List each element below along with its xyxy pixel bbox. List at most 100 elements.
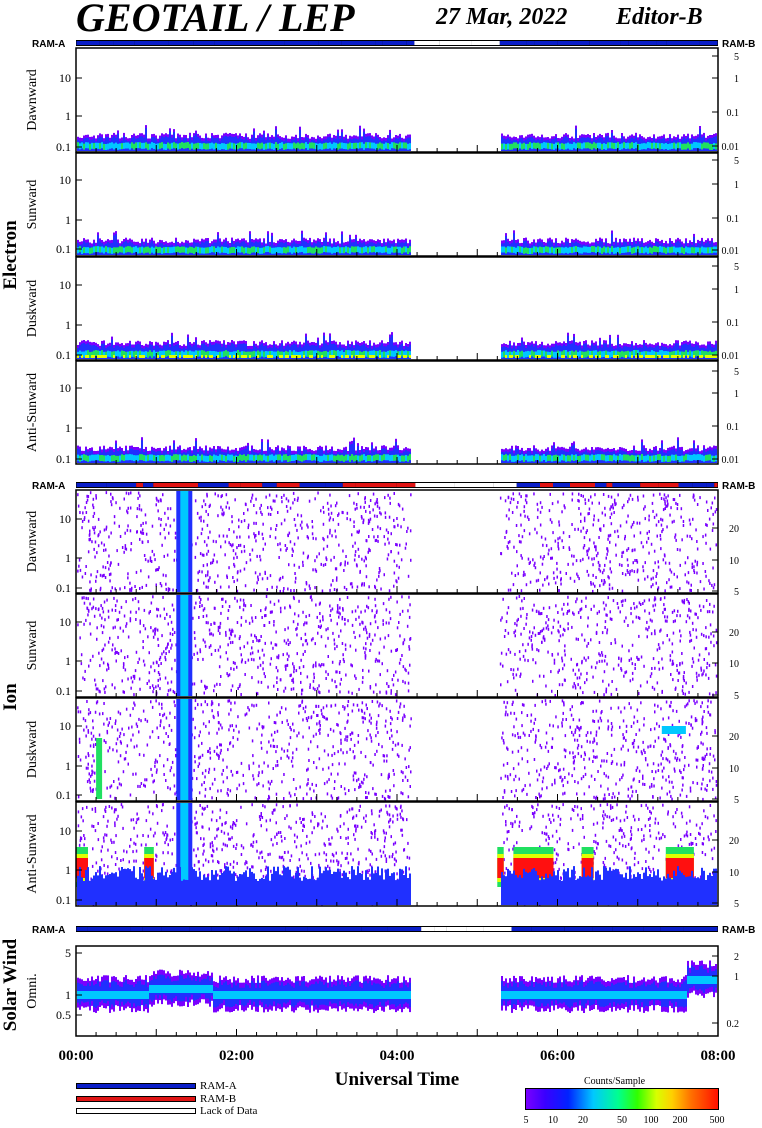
spectro-cell xyxy=(395,441,397,463)
spectro-cell xyxy=(557,544,559,548)
spectro-cell xyxy=(107,143,109,150)
spectro-cell xyxy=(528,532,531,536)
spectro-cell xyxy=(113,355,115,358)
spectro-cell xyxy=(513,350,515,357)
spectro-cell xyxy=(254,571,257,575)
spectro-cell xyxy=(159,246,161,253)
spectro-cell xyxy=(93,547,95,551)
spectro-cell xyxy=(550,556,552,560)
spectro-cell xyxy=(115,351,117,358)
spectro-cell xyxy=(103,247,105,254)
spectro-cell xyxy=(354,550,357,554)
spectro-cell xyxy=(556,561,558,565)
spectro-cell xyxy=(259,554,261,558)
spectro-cell xyxy=(653,515,656,519)
spectro-cell xyxy=(335,578,338,582)
spectro-cell xyxy=(529,560,531,564)
spectro-cell xyxy=(351,246,353,253)
spectro-cell xyxy=(687,355,689,358)
spectro-cell xyxy=(320,562,322,566)
spectro-cell xyxy=(666,581,668,585)
spectro-cell xyxy=(261,577,264,581)
spectro-cell xyxy=(285,548,287,552)
spectro-cell xyxy=(172,588,174,592)
spectro-cell xyxy=(681,246,683,253)
spectro-cell xyxy=(282,589,285,593)
spectro-cell xyxy=(645,355,647,358)
spectro-cell xyxy=(137,247,139,254)
spectro-cell xyxy=(636,521,638,525)
spectro-cell xyxy=(580,494,582,497)
spectro-cell xyxy=(551,520,553,524)
spectro-cell xyxy=(351,582,353,586)
spectro-cell xyxy=(315,454,317,461)
spectro-cell xyxy=(567,247,569,254)
spectro-cell xyxy=(399,246,401,253)
spectro-cell xyxy=(327,351,329,358)
spectro-cell xyxy=(275,524,278,527)
spectro-cell xyxy=(621,589,624,593)
spectro-cell xyxy=(608,583,611,587)
spectro-cell xyxy=(515,142,517,149)
spectro-cell xyxy=(555,142,557,149)
spectro-cell xyxy=(203,350,205,357)
spectro-cell xyxy=(677,247,679,254)
spectro-cell xyxy=(356,585,359,589)
spectro-cell xyxy=(569,455,571,462)
spectro-cell xyxy=(249,558,252,562)
spectro-cell xyxy=(617,535,620,539)
spectro-cell xyxy=(335,350,337,357)
spectro-cell xyxy=(641,351,643,358)
spectro-cell xyxy=(233,246,235,253)
spectro-cell xyxy=(689,522,692,526)
spectro-cell xyxy=(77,142,79,149)
spectro-cell xyxy=(349,455,351,462)
spectro-cell xyxy=(299,129,301,151)
spectro-cell xyxy=(575,454,577,461)
spectro-cell xyxy=(235,136,237,151)
spectro-cell xyxy=(650,577,652,581)
spectro-cell xyxy=(504,499,507,503)
status-segment xyxy=(660,927,684,931)
spectro-cell xyxy=(125,246,127,253)
spectro-cell xyxy=(621,563,623,567)
spectro-cell xyxy=(406,530,408,533)
spectro-cell xyxy=(129,529,132,533)
spectro-cell xyxy=(313,142,315,149)
spectro-cell xyxy=(641,454,643,460)
spectro-cell xyxy=(217,143,219,150)
spectro-cell xyxy=(647,355,649,358)
status-segment xyxy=(214,41,245,45)
spectro-cell xyxy=(351,351,353,357)
spectro-cell xyxy=(642,569,645,573)
spectro-cell xyxy=(157,351,159,358)
spectro-cell xyxy=(607,494,610,498)
spectro-cell xyxy=(681,351,683,358)
spectro-cell xyxy=(363,454,365,461)
spectro-cell xyxy=(207,247,209,254)
spectro-cell xyxy=(542,557,544,561)
spectro-cell xyxy=(363,559,365,563)
spectro-cell xyxy=(573,246,575,253)
spectro-cell xyxy=(509,540,511,544)
spectro-cell xyxy=(715,355,717,358)
spectro-cell xyxy=(200,515,202,519)
spectro-cell xyxy=(598,563,601,567)
spectro-cell xyxy=(341,355,343,358)
spectro-cell xyxy=(612,506,614,510)
spectro-cell xyxy=(86,498,89,502)
spectro-cell xyxy=(354,553,356,557)
spectro-cell xyxy=(287,351,289,358)
spectro-cell xyxy=(523,529,526,533)
spectro-cell xyxy=(241,355,243,358)
spectro-cell xyxy=(409,351,411,358)
spectro-cell xyxy=(610,522,613,526)
spectro-cell xyxy=(160,584,163,588)
spectro-cell xyxy=(509,454,511,461)
spectro-cell xyxy=(396,517,398,520)
spectro-cell xyxy=(193,143,195,150)
spectro-cell xyxy=(345,588,348,591)
spectro-cell xyxy=(368,520,371,524)
spectro-cell xyxy=(505,350,507,357)
